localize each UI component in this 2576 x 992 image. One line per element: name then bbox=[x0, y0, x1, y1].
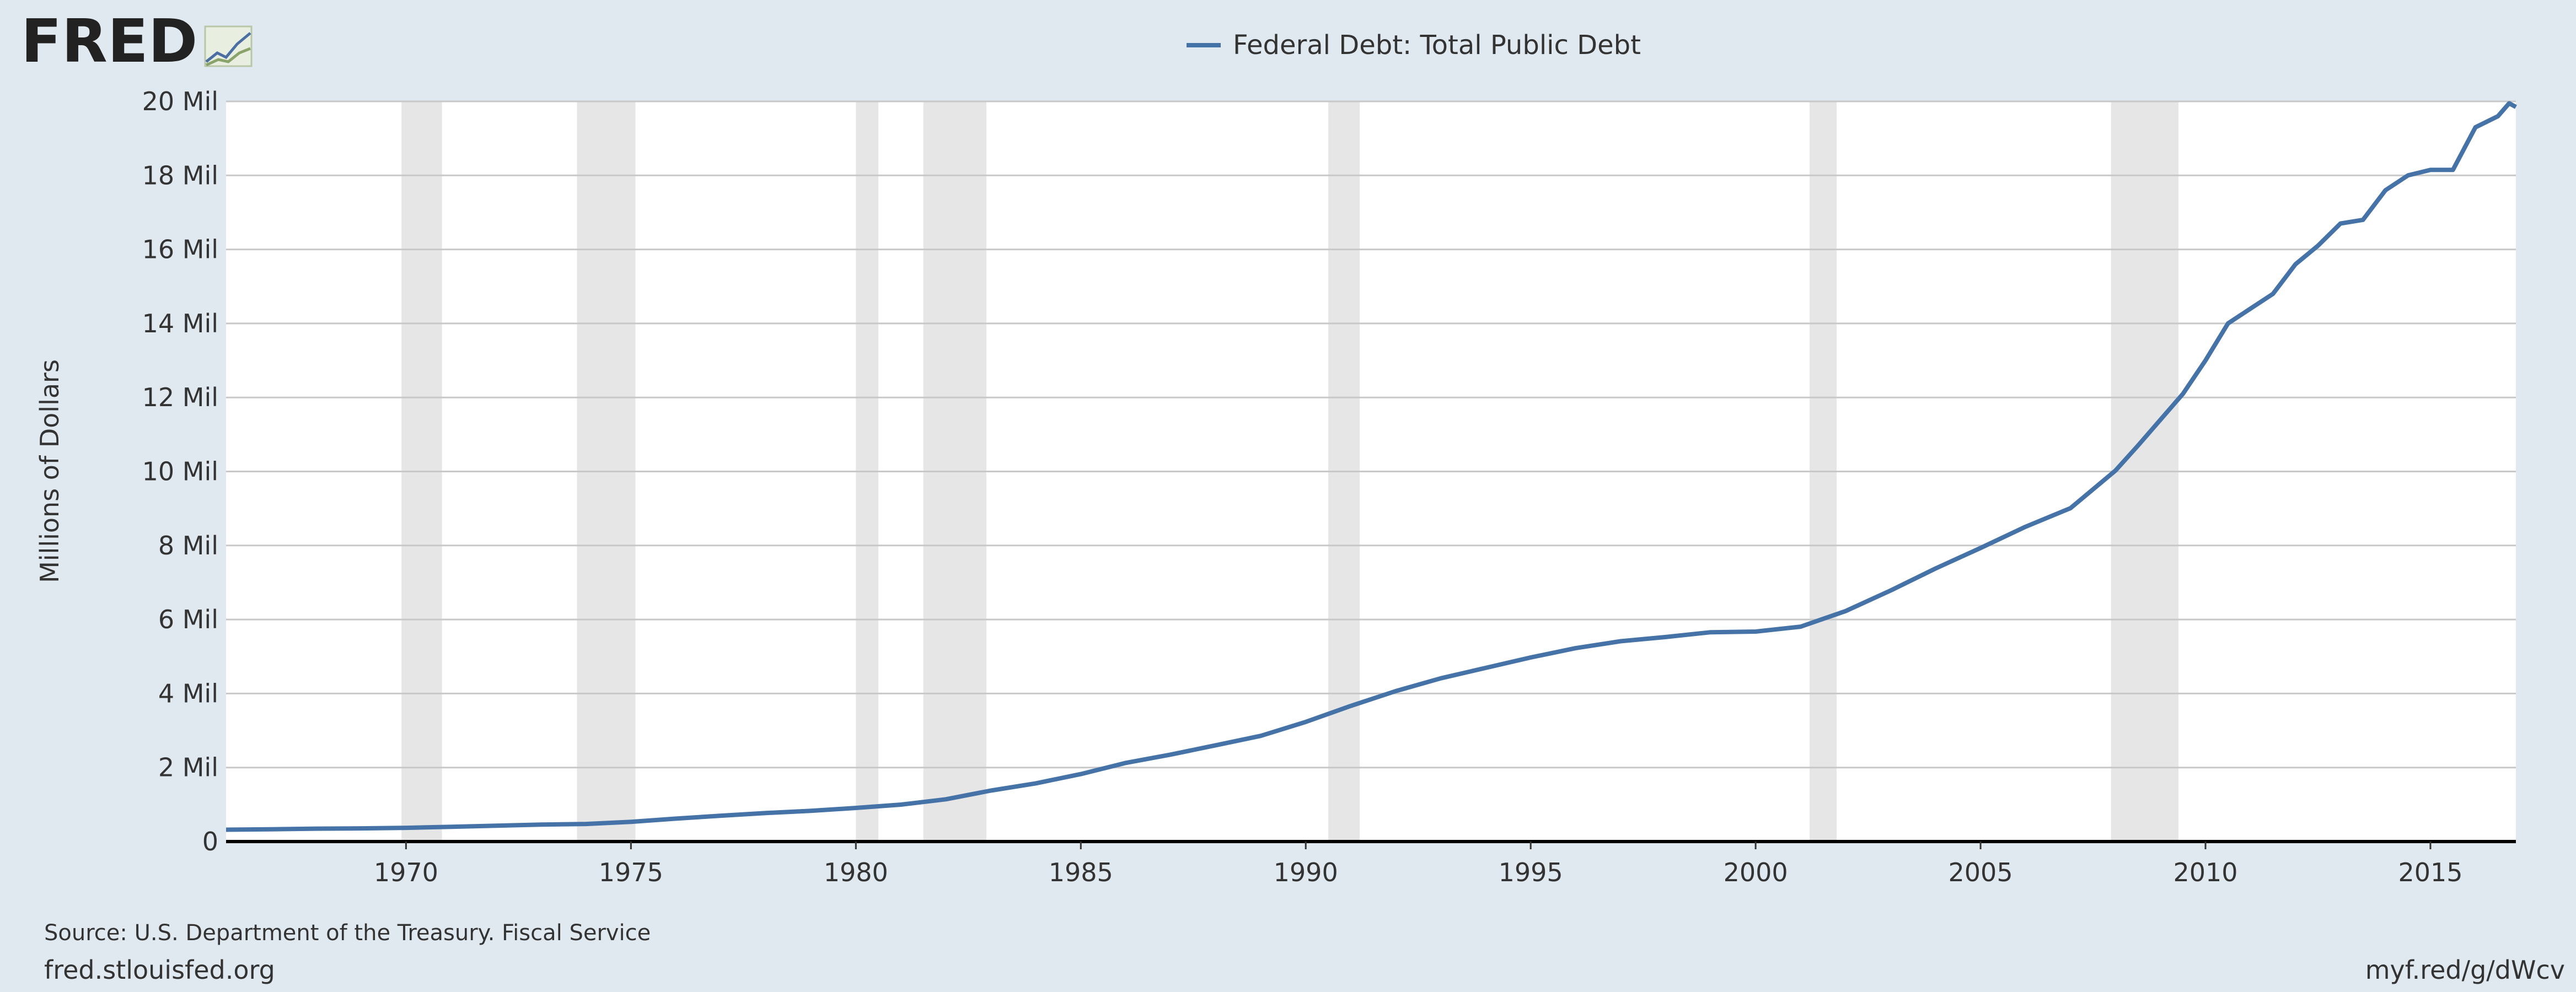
x-tick-label: 1990 bbox=[1274, 858, 1338, 887]
x-tick-label: 1975 bbox=[599, 858, 663, 887]
x-axis-ticks: 1970 1975 1980 1985 1990 1995 2000 2005 2010 2015 bbox=[374, 842, 2463, 887]
x-tick-label: 2010 bbox=[2173, 858, 2237, 887]
y-tick-label: 2 Mil bbox=[158, 753, 218, 783]
y-tick-label: 0 bbox=[202, 827, 218, 856]
fred-logo[interactable]: FRED bbox=[21, 7, 253, 76]
y-tick-label: 12 Mil bbox=[142, 382, 218, 412]
fred-logo-text: FRED bbox=[21, 7, 197, 76]
y-tick-label: 10 Mil bbox=[142, 457, 218, 487]
y-tick-label: 8 Mil bbox=[158, 531, 218, 560]
y-axis-ticks: 0 2 Mil 4 Mil 6 Mil 8 Mil 10 Mil 12 Mil 14 Mil 1… bbox=[142, 87, 218, 856]
y-tick-label: 20 Mil bbox=[142, 87, 218, 116]
legend: Federal Debt: Total Public Debt bbox=[1187, 30, 1641, 61]
y-tick-label: 18 Mil bbox=[142, 160, 218, 190]
fred-logo-graph-icon bbox=[204, 25, 253, 67]
x-tick-label: 1970 bbox=[374, 858, 438, 887]
x-tick-label: 1985 bbox=[1049, 858, 1113, 887]
y-tick-label: 4 Mil bbox=[158, 678, 218, 708]
source-note: Source: U.S. Department of the Treasury.… bbox=[44, 920, 651, 946]
gridlines bbox=[226, 100, 2516, 769]
site-link[interactable]: fred.stlouisfed.org bbox=[44, 955, 275, 985]
x-tick-label: 1995 bbox=[1499, 858, 1563, 887]
x-tick-label: 2005 bbox=[1949, 858, 2013, 887]
legend-label: Federal Debt: Total Public Debt bbox=[1233, 30, 1641, 61]
y-tick-label: 6 Mil bbox=[158, 605, 218, 634]
y-axis-label: Millions of Dollars bbox=[35, 359, 65, 583]
series-line-federal-debt bbox=[226, 101, 2517, 832]
x-tick-label: 2000 bbox=[1724, 858, 1788, 887]
short-url-link[interactable]: myf.red/g/dWcv bbox=[2365, 955, 2565, 985]
y-tick-label: 14 Mil bbox=[142, 309, 218, 338]
x-tick-label: 2015 bbox=[2398, 858, 2462, 887]
x-tick-label: 1980 bbox=[824, 858, 888, 887]
y-tick-label: 16 Mil bbox=[142, 235, 218, 265]
